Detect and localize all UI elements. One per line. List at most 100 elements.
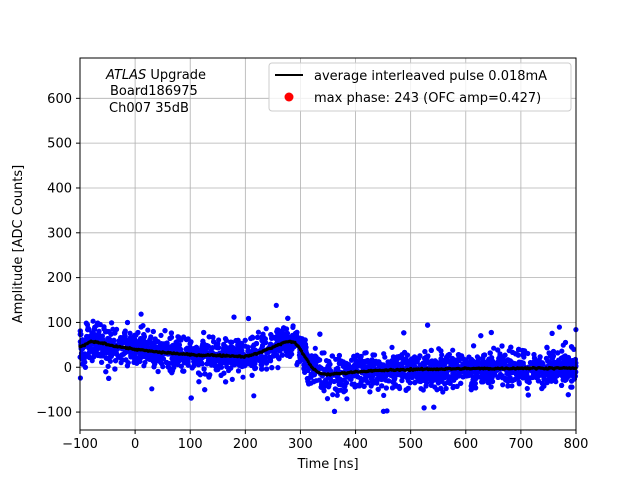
scatter-point [436, 378, 442, 384]
scatter-point [108, 351, 114, 357]
scatter-point [317, 331, 323, 337]
scatter-point [78, 331, 84, 337]
scatter-point [429, 358, 435, 364]
scatter-point [342, 387, 348, 394]
scatter-point [337, 381, 343, 387]
scatter-point [559, 382, 565, 388]
scatter-point [171, 365, 177, 371]
scatter-point [456, 373, 462, 379]
scatter-point [275, 330, 281, 337]
scatter-point [428, 347, 434, 353]
scatter-point [478, 333, 484, 339]
scatter-point [356, 363, 362, 369]
scatter-point [362, 375, 369, 381]
scatter-point [251, 393, 257, 399]
scatter-point [263, 360, 270, 366]
scatter-point [376, 359, 382, 365]
scatter-point [312, 345, 318, 351]
scatter-point [420, 361, 427, 367]
scatter-point [420, 387, 426, 393]
scatter-point [495, 374, 501, 380]
scatter-point [311, 379, 317, 385]
scatter-point [442, 359, 448, 365]
scatter-point [180, 368, 186, 374]
scatter-point [507, 377, 513, 383]
scatter-point [268, 332, 274, 338]
scatter-point [155, 339, 161, 345]
scatter-point [295, 359, 301, 365]
scatter-point [371, 362, 377, 369]
scatter-point [266, 354, 273, 360]
scatter-point [447, 380, 453, 386]
scatter-point [382, 354, 388, 360]
scatter-point [202, 371, 208, 377]
scatter-point [375, 386, 381, 392]
scatter-point [500, 382, 506, 388]
scatter-point [441, 375, 447, 381]
scatter-point [472, 374, 478, 380]
scatter-point [466, 369, 472, 375]
scatter-point [505, 383, 511, 389]
annotation-line2: Board186975 [110, 84, 198, 99]
scatter-point [559, 348, 565, 354]
scatter-point [396, 384, 402, 390]
scatter-point [209, 345, 216, 351]
scatter-point [263, 326, 269, 332]
scatter-point [468, 387, 474, 393]
y-tick-label: 200 [47, 271, 72, 286]
scatter-point [466, 362, 472, 368]
scatter-point [377, 375, 383, 381]
scatter-point [488, 372, 494, 378]
x-tick-label: −100 [62, 437, 98, 452]
scatter-point [325, 363, 331, 369]
scatter-point [437, 363, 443, 369]
scatter-point [187, 345, 193, 351]
scatter-point [127, 330, 133, 336]
scatter-point [150, 328, 156, 335]
scatter-point [508, 344, 514, 350]
scatter-point [159, 361, 165, 367]
scatter-point [192, 348, 198, 355]
scatter-point [103, 350, 109, 356]
scatter-point [141, 341, 147, 347]
scatter-point [188, 339, 194, 345]
scatter-point [145, 327, 151, 333]
scatter-point [556, 324, 563, 330]
scatter-point [262, 336, 268, 342]
scatter-point [106, 375, 112, 381]
scatter-point [227, 344, 234, 350]
scatter-point [541, 374, 547, 380]
scatter-point [503, 377, 509, 383]
scatter-point [351, 353, 357, 359]
scatter-point [155, 368, 161, 375]
x-tick-label: 700 [508, 437, 533, 452]
scatter-point [458, 380, 464, 386]
scatter-point [520, 352, 526, 358]
scatter-point [222, 356, 228, 362]
scatter-point [358, 375, 364, 382]
scatter-point [517, 371, 523, 377]
scatter-point [158, 332, 164, 338]
scatter-point [103, 355, 109, 361]
scatter-point [212, 363, 218, 369]
scatter-point [565, 374, 571, 380]
scatter-point [421, 371, 427, 377]
scatter-point [279, 352, 285, 358]
scatter-point [199, 344, 205, 350]
scatter-point [112, 330, 118, 336]
scatter-point [381, 392, 387, 398]
scatter-point [252, 361, 258, 367]
scatter-point [562, 377, 568, 383]
scatter-point [294, 335, 300, 341]
scatter-point [128, 340, 134, 346]
scatter-point [334, 387, 340, 393]
scatter-point [334, 392, 340, 398]
scatter-point [228, 365, 234, 371]
scatter-point [262, 355, 268, 361]
scatter-point [302, 337, 308, 343]
scatter-point [275, 365, 281, 371]
scatter-point [422, 349, 428, 355]
scatter-point [389, 344, 395, 350]
scatter-point [483, 371, 489, 377]
scatter-point [362, 358, 368, 364]
